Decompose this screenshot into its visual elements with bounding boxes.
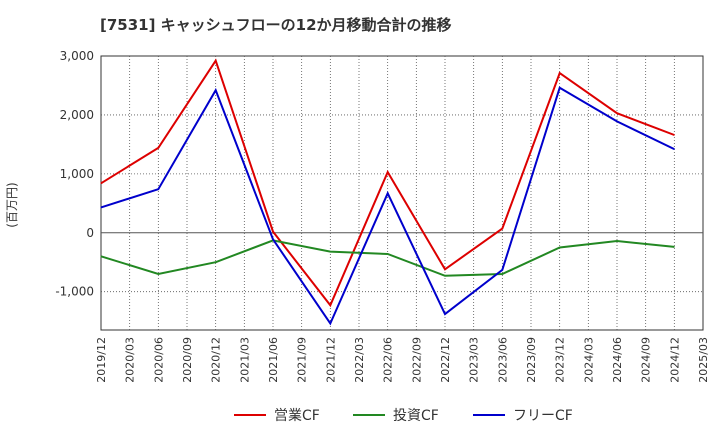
x-tick-label: 2022/09 [410,337,423,383]
x-tick-label: 2023/03 [468,337,481,383]
data-point [157,147,159,149]
data-point [387,192,389,194]
data-point [329,323,331,325]
y-tick-label: 0 [86,226,94,240]
x-tick-label: 2020/09 [181,337,194,383]
data-point [329,304,331,306]
plot-area: 3,000 2,000 1,000 0 -1,000 2019/12 2020/03 2020… [55,49,710,383]
legend-label: フリーCF [513,408,573,424]
data-point [157,188,159,190]
legend: 営業CF 投資CF フリーCF [234,408,573,424]
x-tick-label: 2022/03 [353,337,366,383]
data-point [616,240,618,242]
data-point [100,206,102,208]
data-point [444,275,446,277]
data-point [673,134,675,136]
x-tick-label: 2024/12 [668,337,681,383]
y-tick-label: 1,000 [60,167,94,181]
data-point [501,273,503,275]
x-tick-label: 2023/09 [525,337,538,383]
x-tick-label: 2022/12 [439,337,452,383]
y-tick-label: 3,000 [60,49,94,63]
y-axis-label: (百万円) [5,182,19,227]
x-tick-label: 2025/03 [697,337,710,383]
data-point [100,182,102,184]
x-tick-label: 2024/09 [640,337,653,383]
data-point [501,269,503,271]
legend-label: 投資CF [393,408,439,424]
data-point [272,231,274,233]
data-point [100,255,102,257]
x-tick-label: 2021/12 [324,337,337,383]
x-tick-label: 2024/06 [611,337,624,383]
data-point [559,72,561,74]
plot-frame [100,55,704,331]
data-point [157,273,159,275]
data-point [387,253,389,255]
y-tick-label: -1,000 [55,285,94,299]
x-tick-label: 2021/06 [267,337,280,383]
data-point [673,148,675,150]
data-point [215,89,217,91]
x-tick-label: 2020/03 [124,337,137,383]
data-point [559,87,561,89]
data-point [673,246,675,248]
x-tick-label: 2020/06 [152,337,165,383]
data-point [616,112,618,114]
x-tick-label: 2022/06 [382,337,395,383]
data-point [444,313,446,315]
data-point [387,171,389,173]
x-tick-label: 2023/06 [496,337,509,383]
data-point [215,60,217,62]
data-point [501,228,503,230]
data-point [329,251,331,253]
x-tick-label: 2021/03 [238,337,251,383]
legend-label: 営業CF [274,408,320,424]
data-point [616,120,618,122]
x-tick-label: 2021/09 [296,337,309,383]
chart-title: [7531] キャッシュフローの12か月移動合計の推移 [100,16,452,34]
x-tick-label: 2020/12 [210,337,223,383]
data-point [559,247,561,249]
x-tick-label: 2024/03 [582,337,595,383]
x-tick-label: 2019/12 [95,337,108,383]
x-tick-label: 2023/12 [554,337,567,383]
y-tick-label: 2,000 [60,108,94,122]
data-point [444,268,446,270]
data-point [272,238,274,240]
data-point [215,261,217,263]
